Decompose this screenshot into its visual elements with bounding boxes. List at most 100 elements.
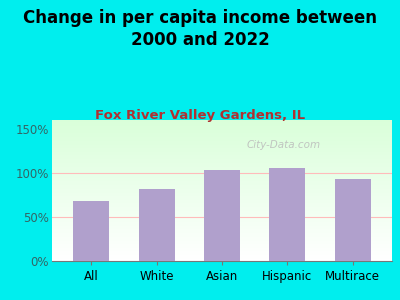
Bar [52, 238, 392, 239]
Bar [52, 182, 392, 183]
Bar [52, 154, 392, 155]
Bar [52, 149, 392, 150]
Bar [52, 248, 392, 249]
Bar [52, 185, 392, 186]
Bar [52, 196, 392, 197]
Bar [52, 130, 392, 131]
Bar [52, 175, 392, 176]
Bar [52, 224, 392, 225]
Bar [52, 245, 392, 246]
Bar [52, 168, 392, 169]
Bar [52, 173, 392, 174]
Bar [52, 241, 392, 242]
Bar [52, 150, 392, 151]
Bar [52, 238, 392, 239]
Bar [52, 167, 392, 168]
Bar [52, 223, 392, 224]
Bar [52, 146, 392, 147]
Bar [52, 144, 392, 145]
Bar [52, 184, 392, 185]
Bar [52, 259, 392, 260]
Bar [52, 252, 392, 253]
Bar [52, 217, 392, 218]
Bar [52, 135, 392, 136]
Bar [52, 121, 392, 122]
Bar [52, 158, 392, 159]
Bar [52, 159, 392, 160]
Bar [52, 141, 392, 142]
Bar [52, 210, 392, 211]
Bar [52, 191, 392, 192]
Bar [52, 178, 392, 179]
Bar [52, 148, 392, 149]
Bar [52, 188, 392, 189]
Bar [52, 181, 392, 182]
Bar [52, 219, 392, 220]
Bar [52, 124, 392, 125]
Bar [335, 179, 371, 261]
Bar [52, 165, 392, 166]
Bar [52, 202, 392, 203]
Bar [52, 229, 392, 230]
Bar [52, 170, 392, 171]
Bar [270, 169, 305, 261]
Bar [52, 205, 392, 206]
Bar [52, 203, 392, 204]
Bar [52, 153, 392, 154]
Bar [52, 192, 392, 193]
Bar [52, 232, 392, 233]
Bar [52, 157, 392, 158]
Bar [52, 129, 392, 130]
Bar [52, 152, 392, 153]
Bar [52, 160, 392, 161]
Bar [52, 164, 392, 165]
Bar [52, 242, 392, 243]
Bar [52, 218, 392, 219]
Bar [52, 180, 392, 181]
Bar [52, 222, 392, 223]
Bar [52, 142, 392, 143]
Bar [52, 122, 392, 123]
Bar [52, 226, 392, 227]
Bar [204, 170, 240, 261]
Bar [52, 240, 392, 241]
Bar [52, 239, 392, 240]
Bar [52, 220, 392, 221]
Bar [52, 136, 392, 137]
Bar [52, 215, 392, 216]
Bar [52, 128, 392, 129]
Bar [52, 199, 392, 200]
Bar [52, 231, 392, 232]
Bar [52, 186, 392, 187]
Bar [52, 177, 392, 178]
Bar [52, 253, 392, 254]
Bar [52, 126, 392, 127]
Bar [52, 139, 392, 140]
Bar [52, 213, 392, 214]
Bar [52, 255, 392, 256]
Bar [52, 133, 392, 134]
Bar [52, 132, 392, 133]
Bar [52, 209, 392, 210]
Bar [52, 201, 392, 202]
Bar [52, 234, 392, 235]
Bar [52, 211, 392, 212]
Bar [52, 120, 392, 121]
Text: City-Data.com: City-Data.com [246, 140, 320, 150]
Bar [52, 243, 392, 244]
Bar [52, 256, 392, 257]
Bar [52, 162, 392, 163]
Bar [52, 194, 392, 195]
Bar [52, 230, 392, 231]
Bar [52, 254, 392, 255]
Bar [52, 161, 392, 162]
Bar [52, 197, 392, 198]
Bar [52, 249, 392, 250]
Bar [52, 169, 392, 170]
Bar [52, 131, 392, 132]
Bar [52, 246, 392, 247]
Bar [52, 145, 392, 146]
Bar [52, 147, 392, 148]
Bar [52, 260, 392, 261]
Bar [52, 195, 392, 196]
